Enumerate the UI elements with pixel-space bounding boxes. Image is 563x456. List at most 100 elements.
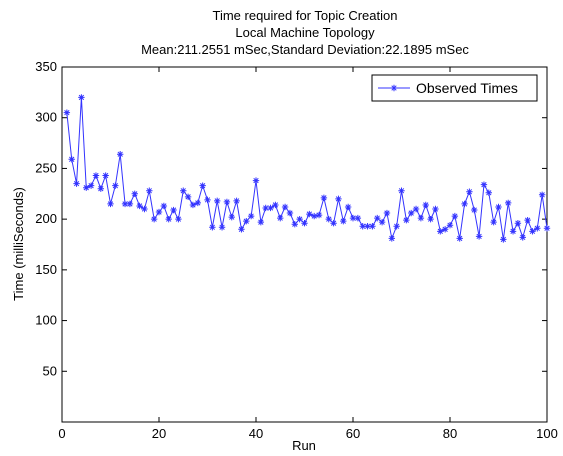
title-line-3: Mean:211.2551 mSec,Standard Deviation:22… [141, 42, 469, 57]
data-point [422, 201, 429, 209]
data-point [408, 209, 415, 217]
data-point [500, 236, 507, 243]
data-point [189, 201, 197, 209]
data-point [112, 182, 119, 189]
plot-area [61, 66, 548, 423]
data-point [184, 193, 192, 201]
data-point [306, 210, 313, 218]
legend-label: Observed Times [416, 80, 518, 96]
data-point [393, 223, 400, 230]
data-point [141, 205, 148, 213]
data-point [146, 187, 153, 194]
data-point [311, 212, 318, 220]
data-point [451, 212, 459, 220]
data-point [131, 190, 138, 197]
data-point [369, 223, 376, 230]
data-point [291, 221, 298, 228]
data-point [456, 235, 463, 242]
data-point [102, 172, 109, 179]
data-point [320, 194, 328, 202]
data-point [78, 94, 85, 101]
data-point [267, 204, 274, 212]
data-point [354, 214, 362, 222]
data-point [412, 205, 420, 213]
data-point [374, 214, 381, 222]
data-point [175, 215, 182, 223]
y-tick-label: 350 [35, 59, 57, 74]
data-point [155, 208, 163, 216]
data-point [238, 226, 245, 233]
legend-marker [390, 84, 398, 92]
data-point [117, 151, 124, 158]
data-point [296, 215, 303, 223]
data-point [180, 187, 187, 194]
data-point [199, 182, 206, 189]
data-point [136, 202, 143, 210]
data-point [121, 200, 129, 208]
data-point [92, 172, 100, 179]
data-point [315, 211, 323, 219]
data-point [262, 204, 269, 212]
data-point [524, 216, 531, 224]
data-point [218, 224, 226, 231]
x-tick-label: 80 [443, 426, 457, 441]
data-point [519, 234, 526, 241]
data-point [281, 203, 289, 211]
data-point [277, 214, 284, 222]
data-point [107, 200, 114, 208]
data-point [340, 217, 347, 225]
data-point [170, 206, 177, 214]
data-point [403, 216, 410, 224]
data-point [432, 205, 439, 213]
data-point [194, 199, 201, 207]
data-point [247, 212, 255, 220]
legend-marker-star [390, 84, 398, 92]
y-axis-label: Time (milliSeconds) [11, 187, 26, 301]
data-point [63, 109, 71, 116]
data-point [495, 203, 502, 211]
y-tick-label: 200 [35, 211, 57, 226]
data-point [243, 217, 250, 225]
data-point [475, 233, 483, 240]
data-point [87, 182, 95, 189]
data-point [228, 213, 235, 221]
data-point [233, 197, 240, 205]
data-point [471, 206, 478, 214]
data-point [543, 225, 551, 232]
data-point [126, 200, 134, 208]
data-point [480, 181, 488, 188]
x-tick-label: 0 [58, 426, 65, 441]
data-point [83, 184, 90, 191]
data-point [335, 195, 342, 203]
data-point [150, 215, 158, 223]
series-line [66, 97, 548, 241]
data-point [417, 214, 425, 222]
y-tick-label: 50 [43, 363, 57, 378]
data-point [223, 198, 231, 206]
y-tick-label: 150 [35, 262, 57, 277]
x-tick-label: 20 [152, 426, 166, 441]
data-point [398, 187, 405, 194]
data-point [359, 223, 366, 230]
data-point [490, 218, 497, 226]
data-point [68, 156, 75, 163]
data-point [165, 215, 172, 223]
data-point [272, 201, 279, 209]
x-tick-label: 60 [346, 426, 360, 441]
data-point [437, 228, 444, 235]
data-point [441, 226, 449, 233]
data-point [97, 185, 104, 192]
x-axis-label: Run [292, 438, 316, 453]
data-point [252, 177, 260, 184]
data-point [204, 196, 211, 204]
data-point [466, 188, 473, 195]
x-axis: 0 20 40 60 80 100 [58, 67, 558, 441]
y-tick-label: 100 [35, 313, 57, 328]
data-point [505, 199, 512, 207]
data-point [364, 223, 371, 230]
data-point [209, 224, 216, 231]
data-point [301, 220, 308, 227]
data-point [378, 218, 386, 226]
data-point [344, 203, 352, 211]
